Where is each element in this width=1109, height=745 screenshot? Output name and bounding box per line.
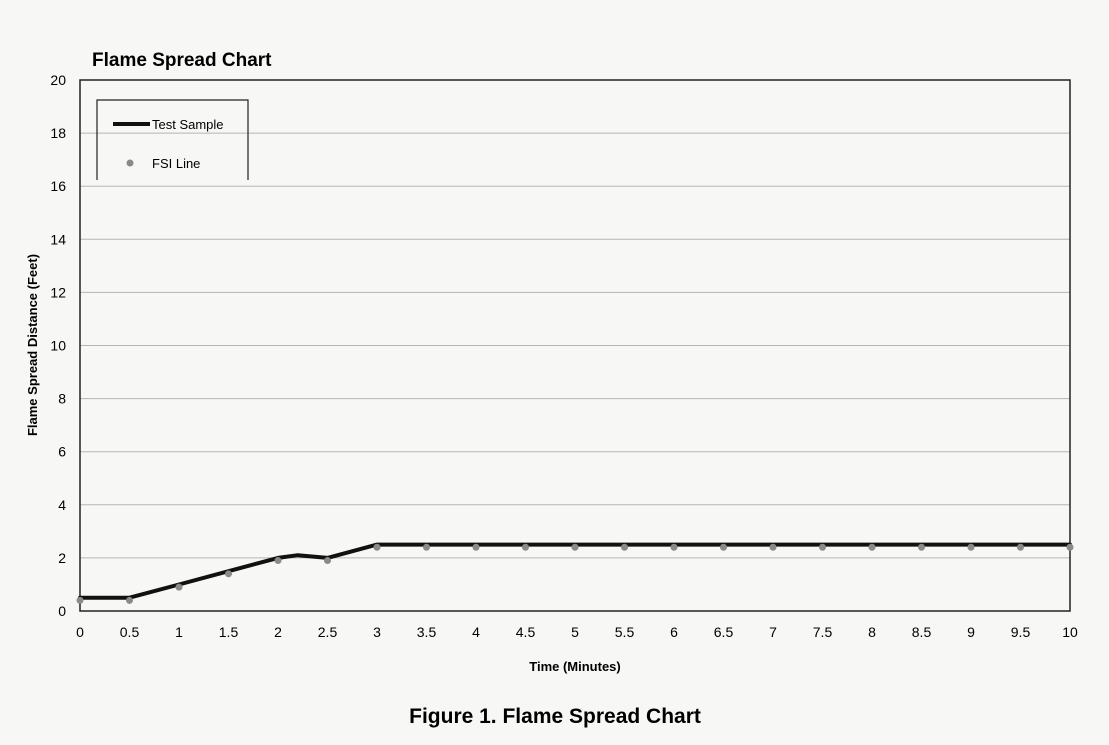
x-tick-label: 8.5 <box>912 624 932 640</box>
y-tick-label: 0 <box>58 603 66 619</box>
y-tick-label: 6 <box>58 444 66 460</box>
data-point-fsi-line <box>1017 543 1024 551</box>
data-point-fsi-line <box>621 543 628 551</box>
data-point-fsi-line <box>819 543 826 551</box>
data-point-fsi-line <box>967 543 975 551</box>
data-point-fsi-line <box>225 570 232 578</box>
y-tick-label: 8 <box>58 391 66 407</box>
plot-area-border <box>79 79 1071 612</box>
series-layer <box>76 542 1074 604</box>
data-point-fsi-line <box>76 596 84 604</box>
data-point-fsi-line <box>423 543 430 551</box>
x-axis-ticks: 0 0.5 1 1.5 2 2.5 3 3.5 4 4.5 5 5.5 6 6.5 7 7.5 8 8.5 9 9.5… <box>76 624 1078 640</box>
data-point-fsi-line <box>324 557 331 565</box>
data-point-fsi-line <box>126 596 133 604</box>
data-point-fsi-line <box>274 557 282 565</box>
x-tick-label: 4 <box>472 624 480 640</box>
legend-label-fsi-line: FSI Line <box>152 156 200 171</box>
x-tick-label: 9 <box>967 624 975 640</box>
x-tick-label: 6.5 <box>714 624 734 640</box>
x-tick-label: 4.5 <box>516 624 536 640</box>
data-point-fsi-line <box>472 543 480 551</box>
x-tick-label: 5 <box>571 624 579 640</box>
x-tick-label: 0 <box>76 624 84 640</box>
data-point-fsi-line <box>1066 543 1074 551</box>
x-tick-label: 1.5 <box>219 624 239 640</box>
x-tick-label: 7 <box>769 624 777 640</box>
x-tick-label: 8 <box>868 624 876 640</box>
gridlines <box>80 132 1070 559</box>
legend-swatch-fsi-line <box>126 159 134 167</box>
x-tick-label: 5.5 <box>615 624 635 640</box>
data-point-fsi-line <box>720 543 727 551</box>
data-point-fsi-line <box>670 543 678 551</box>
x-tick-label: 1 <box>175 624 183 640</box>
data-point-fsi-line <box>175 583 183 591</box>
x-tick-label: 2 <box>274 624 282 640</box>
legend-label-test-sample: Test Sample <box>152 117 224 132</box>
chart-title: Flame Spread Chart <box>92 50 272 71</box>
y-tick-label: 2 <box>58 550 66 566</box>
y-tick-label: 20 <box>50 72 66 88</box>
y-tick-label: 16 <box>50 178 66 194</box>
data-point-fsi-line <box>373 543 381 551</box>
y-tick-label: 12 <box>50 284 66 300</box>
x-tick-label: 2.5 <box>318 624 338 640</box>
x-tick-label: 9.5 <box>1011 624 1031 640</box>
x-tick-label: 3 <box>373 624 381 640</box>
x-tick-label: 0.5 <box>120 624 140 640</box>
data-point-fsi-line <box>522 543 529 551</box>
y-axis-title: Flame Spread Distance (Feet) <box>25 254 40 436</box>
y-tick-label: 14 <box>50 231 66 247</box>
y-tick-label: 18 <box>50 125 66 141</box>
x-tick-label: 7.5 <box>813 624 833 640</box>
legend: Test Sample FSI Line <box>96 99 249 180</box>
data-point-fsi-line <box>868 543 876 551</box>
data-point-fsi-line <box>918 543 925 551</box>
x-tick-label: 10 <box>1062 624 1078 640</box>
data-point-fsi-line <box>571 543 579 551</box>
figure-caption: Figure 1. Flame Spread Chart <box>409 705 701 728</box>
legend-frame <box>96 99 249 180</box>
y-axis-ticks: 0 2 4 6 8 10 12 14 16 18 20 <box>50 72 66 619</box>
y-tick-label: 4 <box>58 497 66 513</box>
x-tick-label: 3.5 <box>417 624 437 640</box>
y-tick-label: 10 <box>50 338 66 354</box>
data-point-fsi-line <box>769 543 777 551</box>
x-axis-title: Time (Minutes) <box>529 659 621 674</box>
x-tick-label: 6 <box>670 624 678 640</box>
